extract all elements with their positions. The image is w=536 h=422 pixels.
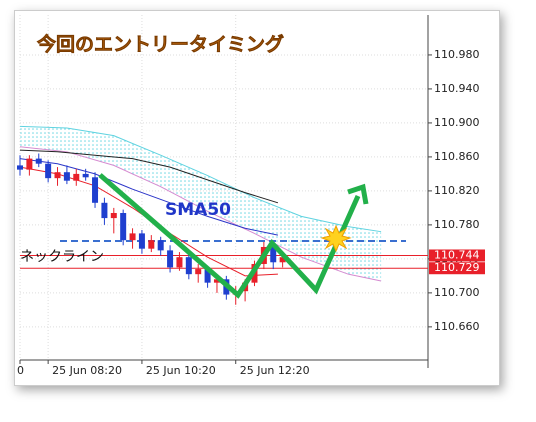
candle-body (54, 172, 61, 179)
y-tick-label: 110.700 (434, 286, 480, 299)
chart-title: 今回のエントリータイミング (36, 33, 284, 56)
y-tick-label: 110.860 (434, 150, 480, 163)
y-tick-label: 110.900 (434, 116, 480, 129)
candle-body (35, 158, 42, 164)
price-box (429, 249, 485, 262)
y-tick-label: 110.660 (434, 320, 480, 333)
indicator-line (19, 158, 279, 236)
pattern-arrow (98, 173, 361, 299)
candle-body (129, 233, 136, 241)
candle-body (17, 165, 23, 170)
price-label: 110.744 (434, 248, 480, 261)
neckline-label: ネックライン (20, 249, 104, 265)
candle-body (63, 172, 70, 181)
candle-body (279, 257, 286, 263)
candle-body (120, 212, 127, 241)
candle-body (73, 173, 80, 181)
cloud-upper (19, 125, 382, 233)
candle-body (167, 250, 174, 268)
y-tick-label: 110.780 (434, 218, 480, 231)
indicator-line (19, 149, 279, 204)
price-label: 110.729 (434, 261, 480, 274)
candle-body (138, 233, 145, 249)
arrow-head (347, 183, 369, 205)
entry-burst (320, 224, 352, 253)
indicator-label: SMA50 (165, 200, 231, 220)
candle-body (157, 240, 164, 251)
y-tick-label: 110.980 (434, 48, 480, 61)
candle-body (185, 257, 192, 275)
candle-body (176, 257, 183, 268)
cloud-area (20, 126, 382, 281)
y-tick-label: 110.820 (434, 184, 480, 197)
y-tick-label: 110.940 (434, 82, 480, 95)
candle-body (213, 279, 220, 283)
candle-body (110, 212, 117, 219)
candle-body (45, 163, 52, 179)
candle-body (26, 158, 33, 170)
x-tick-label: 25 Jun 10:20 (146, 364, 216, 377)
candle-body (148, 240, 155, 249)
candle-body (195, 269, 202, 275)
candle-body (92, 177, 99, 203)
x-tick-label: 25 Jun 08:20 (52, 364, 122, 377)
candle-body (82, 173, 89, 178)
candle-body (204, 269, 211, 283)
x-tick-label: 25 Jun 12:20 (240, 364, 310, 377)
x-tick-label: 0 (17, 364, 24, 377)
candle-body (270, 246, 277, 263)
candle-body (101, 202, 108, 219)
price-box (429, 262, 485, 275)
